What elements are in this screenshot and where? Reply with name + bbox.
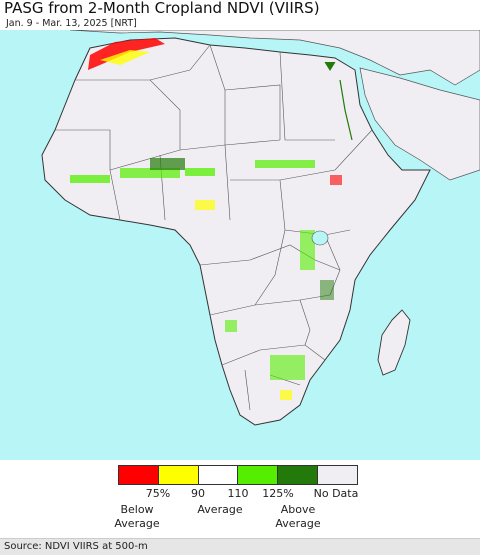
legend-tick: No Data <box>313 487 359 500</box>
legend-swatch-no-data <box>318 466 357 484</box>
legend-tick: 125% <box>262 487 294 500</box>
europe-landmass <box>69 30 480 86</box>
arabian-peninsula <box>359 67 480 181</box>
madagascar <box>377 309 411 376</box>
legend: 75% 90 110 125% No Data Below Average Av… <box>0 462 480 537</box>
legend-tick: 75% <box>145 487 171 500</box>
legend-category-line: Average <box>197 503 243 516</box>
title-block: PASG from 2-Month Cropland NDVI (VIIRS) … <box>0 0 480 30</box>
nile-river <box>339 79 353 141</box>
legend-tick: 90 <box>191 487 205 500</box>
legend-swatch-below-75 <box>119 466 159 484</box>
legend-swatch-110-125 <box>238 466 279 484</box>
legend-category-line: Below <box>120 503 154 516</box>
nile-delta <box>324 61 336 71</box>
legend-category-average: Average <box>197 503 242 517</box>
legend-swatch-90-110 <box>198 466 239 484</box>
legend-swatches <box>118 465 358 485</box>
map-date-range: Jan. 9 - Mar. 13, 2025 [NRT] <box>6 18 137 29</box>
map-title: PASG from 2-Month Cropland NDVI (VIIRS) <box>4 0 320 17</box>
ndvi-above-average-clusters <box>70 158 334 380</box>
source-bar: Source: NDVI VIIRS at 500-m <box>0 538 480 555</box>
legend-category-line: Above <box>280 503 316 516</box>
legend-category-above: Above Average <box>275 503 320 531</box>
legend-tick: 110 <box>227 487 249 500</box>
lake-victoria <box>311 230 329 246</box>
africa-map[interactable] <box>0 30 480 460</box>
legend-swatch-75-90 <box>158 466 199 484</box>
legend-category-line: Average <box>275 517 321 530</box>
source-text: Source: NDVI VIIRS at 500-m <box>4 541 148 552</box>
country-borders <box>55 44 373 411</box>
legend-swatch-above-125 <box>278 466 319 484</box>
legend-category-below: Below Average <box>114 503 159 531</box>
africa-landmass <box>41 37 431 426</box>
map-frame[interactable] <box>0 30 480 460</box>
legend-category-line: Average <box>114 517 160 530</box>
ndvi-below-average-clusters <box>88 38 342 400</box>
